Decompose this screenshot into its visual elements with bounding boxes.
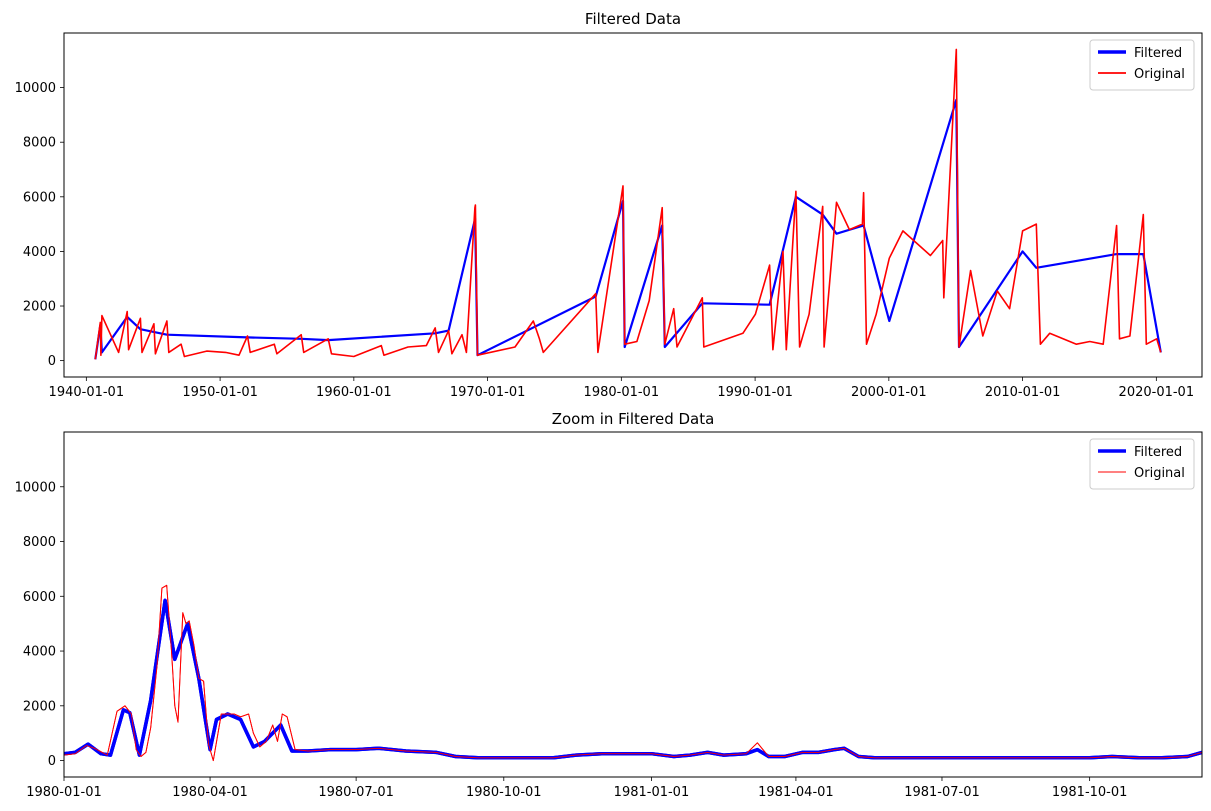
y-tick-label: 2000	[23, 300, 56, 315]
legend-label-filtered: Filtered	[1134, 46, 1182, 61]
y-tick-label: 2000	[23, 699, 56, 714]
x-tick-label: 2020-01-01	[1119, 385, 1195, 400]
x-tick-label: 1981-10-01	[1052, 785, 1128, 800]
x-tick-label: 1940-01-01	[49, 385, 125, 400]
x-tick-label: 1980-01-01	[584, 385, 660, 400]
axes-frame	[63, 431, 1203, 778]
y-tick-label: 8000	[23, 136, 56, 151]
legend: Filtered Original	[1089, 39, 1195, 91]
x-tick-label: 1981-04-01	[758, 785, 834, 800]
y-tick-label: 10000	[15, 81, 56, 96]
y-tick-label: 0	[48, 754, 56, 769]
y-tick-label: 4000	[23, 245, 56, 260]
y-tick-label: 10000	[15, 480, 56, 495]
x-tick-label: 1960-01-01	[316, 385, 392, 400]
series-group	[94, 48, 1162, 360]
y-tick-label: 6000	[23, 590, 56, 605]
series-line-original-overlay	[64, 584, 1202, 762]
chart-title: Filtered Data	[585, 10, 681, 28]
series-line-original	[94, 48, 1162, 360]
y-tick-label: 6000	[23, 190, 56, 205]
x-tick-label: 1950-01-01	[182, 385, 258, 400]
x-tick-label: 1981-07-01	[904, 785, 980, 800]
y-tick-label: 0	[48, 354, 56, 369]
chart-zoom-filtered-data: Zoom in Filtered Data 1980-01-01 1980-04-…	[15, 410, 1203, 800]
x-tick-label: 1990-01-01	[717, 385, 793, 400]
x-tick-label: 1980-07-01	[318, 785, 394, 800]
plot-area	[63, 431, 1203, 778]
legend-label-filtered: Filtered	[1134, 445, 1182, 460]
x-tick-label: 1980-10-01	[466, 785, 542, 800]
series-group	[64, 584, 1202, 762]
chart-filtered-data: Filtered Data 1940-01-01 1950-01-01 1960-0…	[15, 10, 1203, 400]
y-tick-label: 8000	[23, 535, 56, 550]
x-tick-label: 2010-01-01	[985, 385, 1061, 400]
y-tick-label: 4000	[23, 645, 56, 660]
axes-frame	[63, 32, 1203, 378]
x-tick-label: 2000-01-01	[851, 385, 927, 400]
x-tick-label: 1980-01-01	[26, 785, 102, 800]
x-tick-label: 1970-01-01	[450, 385, 526, 400]
legend-label-original: Original	[1134, 466, 1185, 481]
legend-label-original: Original	[1134, 67, 1185, 82]
chart-title: Zoom in Filtered Data	[552, 410, 715, 428]
tick-group: 1940-01-01 1950-01-01 1960-01-01 1970-01-01…	[15, 81, 1194, 400]
legend: Filtered Original	[1089, 438, 1195, 490]
plot-area	[63, 32, 1203, 378]
x-tick-label: 1981-01-01	[614, 785, 690, 800]
x-tick-label: 1980-04-01	[172, 785, 248, 800]
tick-group: 1980-01-01 1980-04-01 1980-07-01 1980-10-01…	[15, 480, 1128, 800]
